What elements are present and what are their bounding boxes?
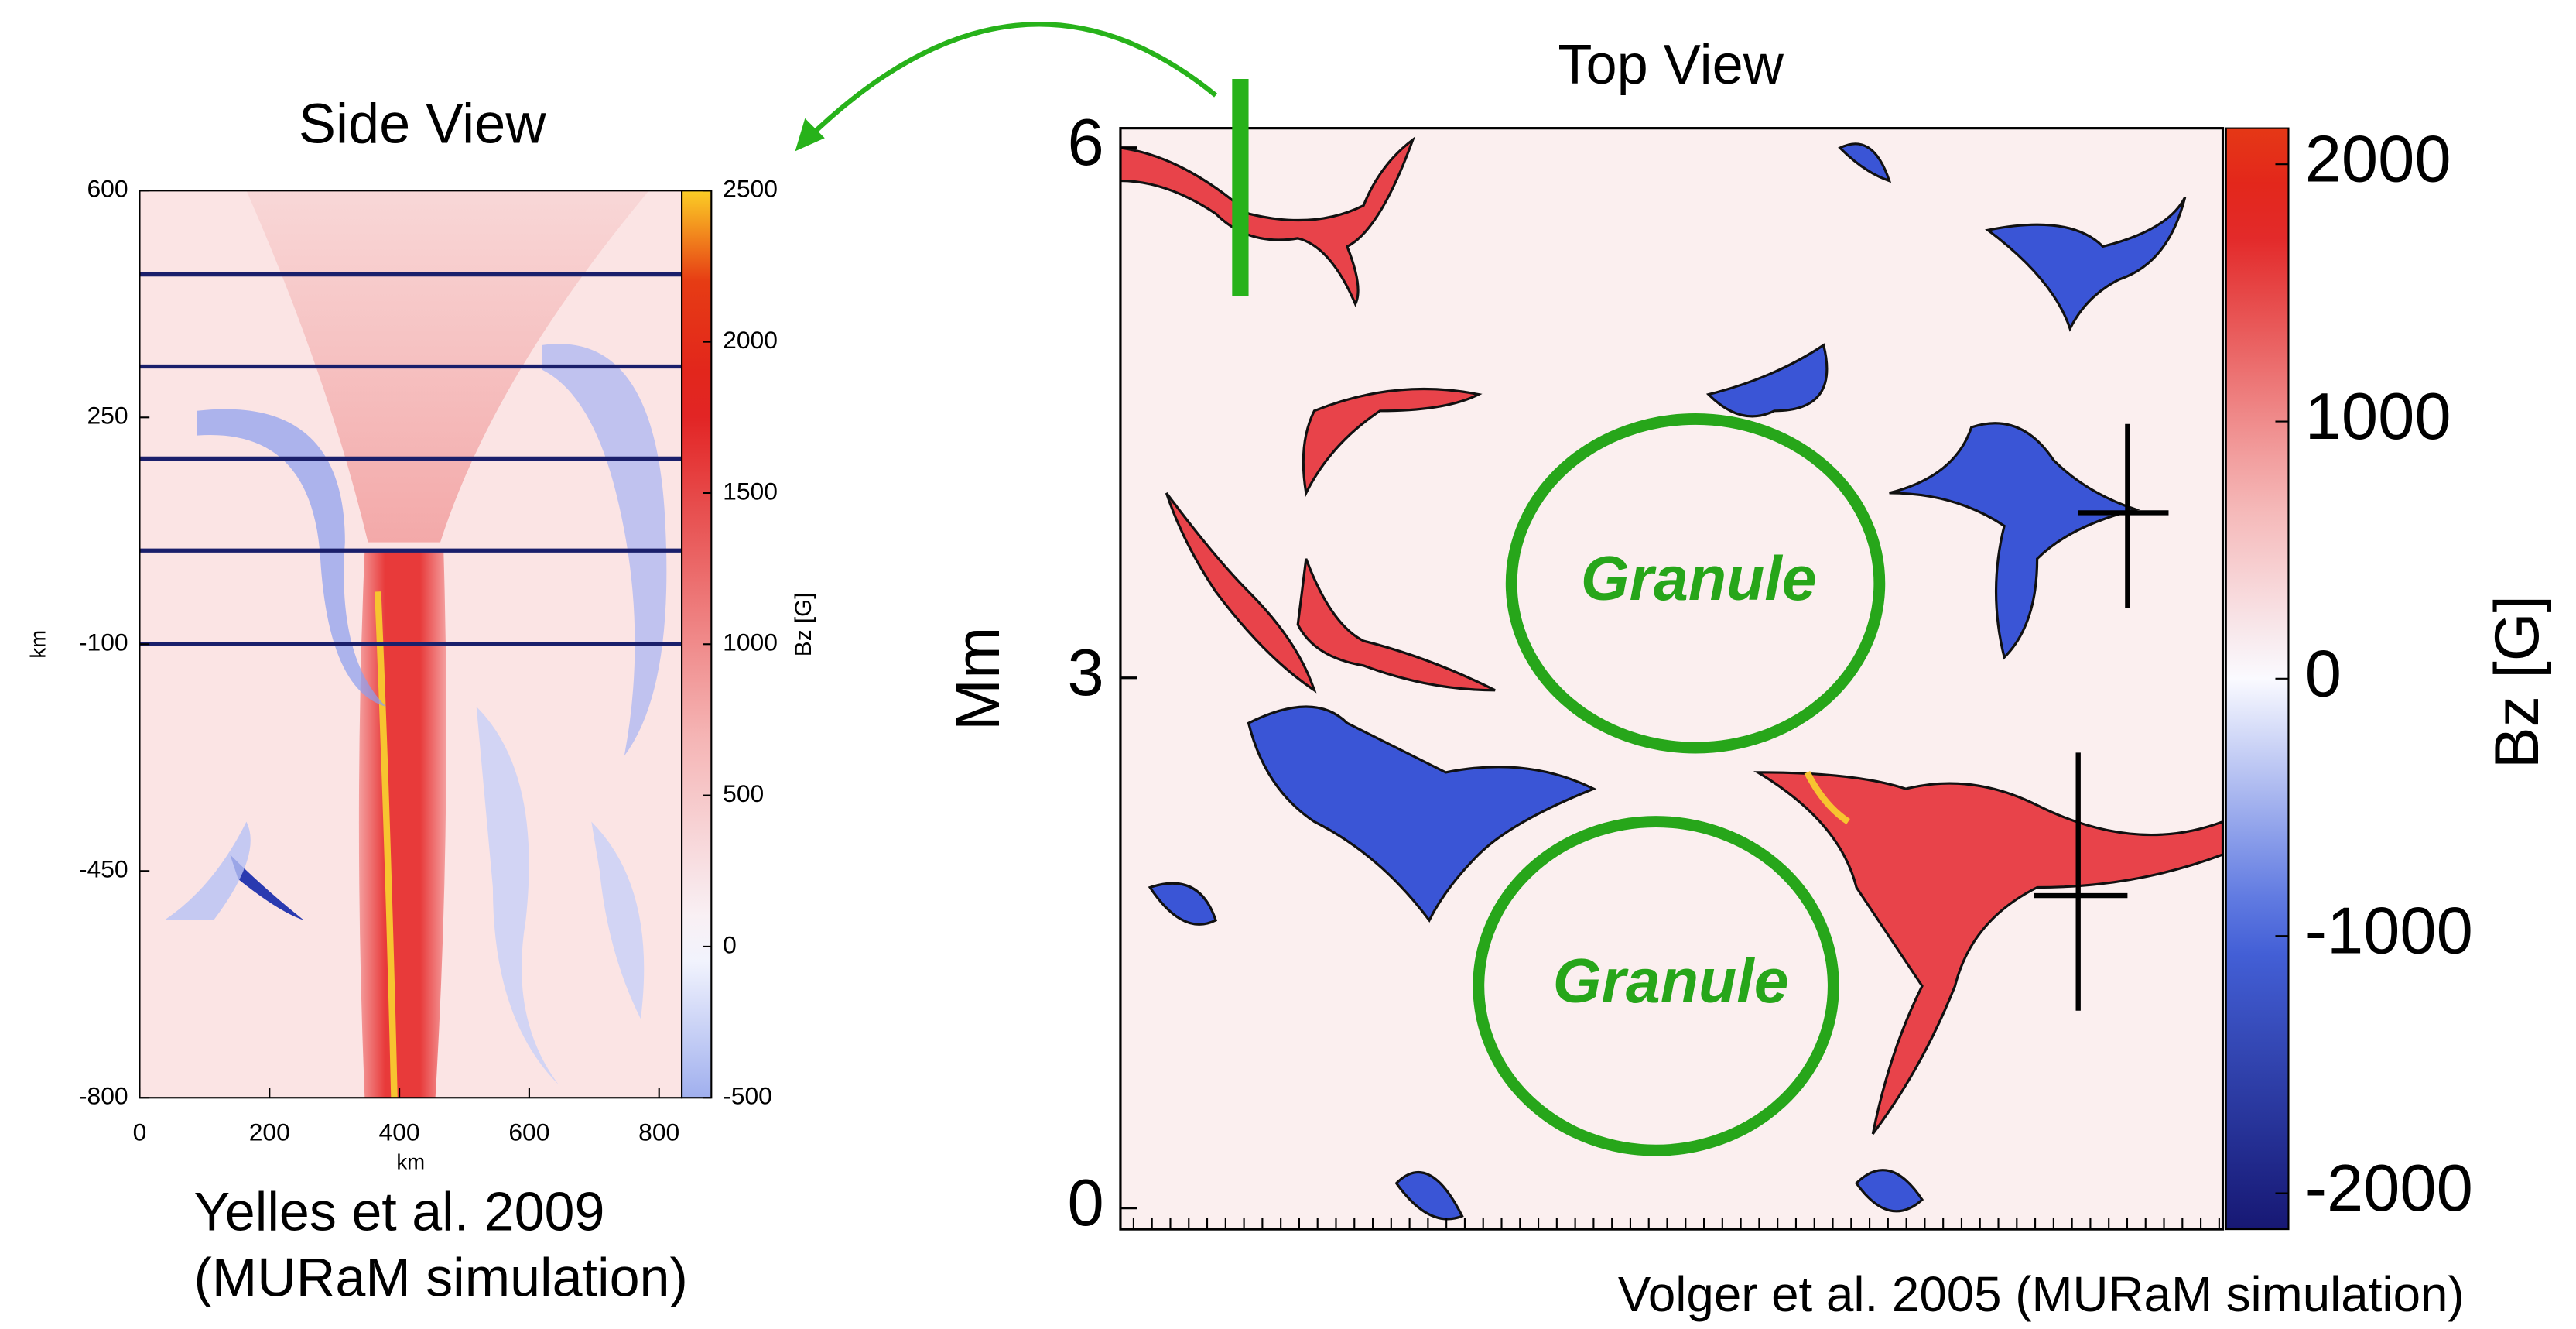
x-tick-label: 600 (508, 1118, 549, 1146)
x-tick-label: 0 (133, 1118, 147, 1146)
arrow (809, 24, 1216, 138)
credit: Yelles et al. 2009 (194, 1182, 605, 1242)
y-tick-label: 250 (87, 402, 128, 430)
y-tick-label: -100 (79, 629, 128, 656)
colorbar-tick-label: -500 (723, 1082, 772, 1110)
page: Side and Top View html, body { margin: 0… (0, 0, 2576, 1329)
x-tick-label: 200 (249, 1118, 290, 1146)
x-tick-label: 400 (379, 1118, 420, 1146)
colorbar-tick-label: 2000 (2305, 122, 2451, 196)
colorbar-tick-label: -1000 (2305, 894, 2473, 968)
y-tick-label: 600 (87, 175, 128, 203)
colorbar-tick-label: 500 (723, 779, 764, 807)
granule-label: Granule (1553, 947, 1789, 1016)
colorbar-tick-label: 1000 (2305, 379, 2451, 453)
y-axis-label: km (26, 630, 50, 659)
y-axis-label: Mm (943, 627, 1013, 731)
granule-label: Granule (1581, 544, 1817, 614)
flux-tube (359, 550, 446, 1098)
colorbar-tick-label: 2500 (723, 175, 778, 203)
x-axis-label: km (396, 1149, 425, 1173)
colorbar-tick-label: 1000 (723, 629, 778, 656)
arrow-head (795, 118, 825, 151)
colorbar-tick-label: 1500 (723, 477, 778, 505)
credit: (MURaM simulation) (194, 1248, 688, 1308)
credit: Volger et al. 2005 (MURaM simulation) (1618, 1267, 2465, 1322)
colorbar-tick-label: -2000 (2305, 1151, 2473, 1225)
y-tick-label: -800 (79, 1082, 128, 1110)
y-tick-label: -450 (79, 855, 128, 883)
y-tick-label: 6 (1067, 105, 1103, 179)
figure: Side View km km Bz [G] Yelles et al. 200… (0, 0, 2576, 1329)
colorbar-tick-label: 0 (2305, 636, 2342, 710)
colorbar-label: Bz [G] (791, 593, 816, 657)
colorbar-label: Bz [G] (2482, 595, 2552, 769)
y-tick-label: 0 (1067, 1166, 1103, 1239)
x-tick-label: 800 (638, 1118, 679, 1146)
colorbar-tick-label: 2000 (723, 326, 778, 354)
side-title: Side View (299, 94, 547, 156)
y-tick-label: 3 (1067, 635, 1103, 709)
top-title: Top View (1558, 34, 1784, 96)
body: {"side_view": {"title": "Side View", "x_… (0, 0, 2576, 1329)
colorbar-tick-label: 0 (723, 930, 737, 958)
top-image (1120, 128, 2223, 1229)
